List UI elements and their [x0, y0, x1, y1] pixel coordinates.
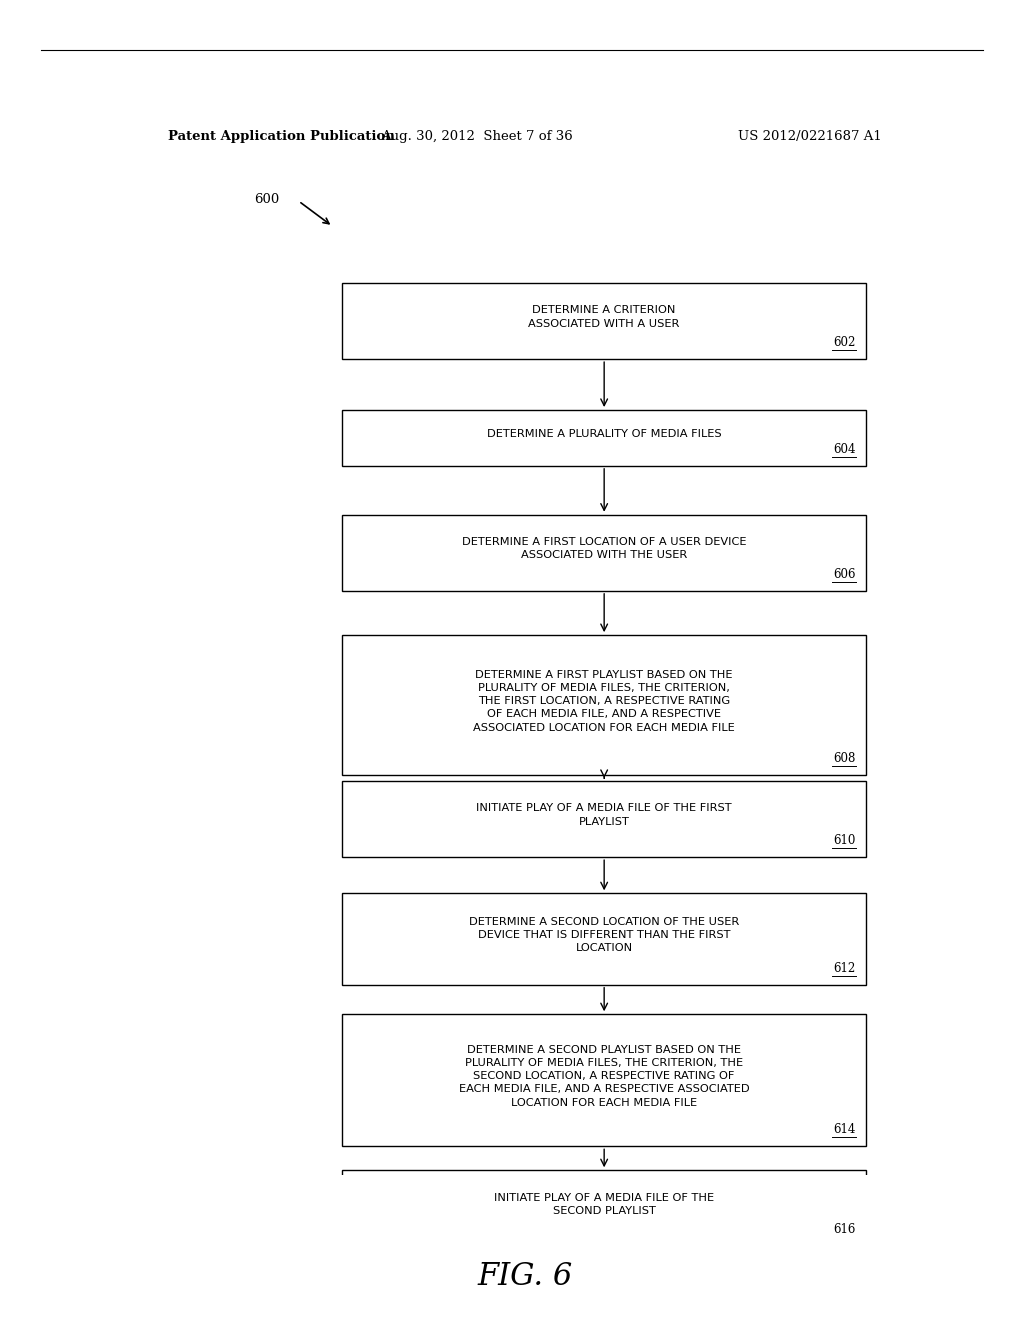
Bar [342, 781, 866, 857]
Text: INITIATE PLAY OF A MEDIA FILE OF THE FIRST
PLAYLIST: INITIATE PLAY OF A MEDIA FILE OF THE FIR… [476, 804, 732, 826]
Text: DETERMINE A PLURALITY OF MEDIA FILES: DETERMINE A PLURALITY OF MEDIA FILES [486, 429, 722, 438]
Text: Aug. 30, 2012  Sheet 7 of 36: Aug. 30, 2012 Sheet 7 of 36 [381, 131, 573, 143]
Text: DETERMINE A CRITERION
ASSOCIATED WITH A USER: DETERMINE A CRITERION ASSOCIATED WITH A … [528, 305, 680, 329]
Text: 608: 608 [834, 752, 856, 766]
Bar [342, 282, 866, 359]
Text: 600: 600 [254, 193, 280, 206]
Text: Patent Application Publication: Patent Application Publication [168, 131, 394, 143]
Text: 610: 610 [834, 834, 856, 847]
Text: 612: 612 [834, 961, 856, 974]
Bar [342, 1171, 866, 1246]
Text: DETERMINE A SECOND PLAYLIST BASED ON THE
PLURALITY OF MEDIA FILES, THE CRITERION: DETERMINE A SECOND PLAYLIST BASED ON THE… [459, 1045, 750, 1107]
Bar [342, 411, 866, 466]
Bar [342, 515, 866, 591]
Text: 606: 606 [834, 568, 856, 581]
Text: US 2012/0221687 A1: US 2012/0221687 A1 [738, 131, 882, 143]
Text: 602: 602 [834, 337, 856, 348]
Text: DETERMINE A SECOND LOCATION OF THE USER
DEVICE THAT IS DIFFERENT THAN THE FIRST
: DETERMINE A SECOND LOCATION OF THE USER … [469, 916, 739, 953]
Text: INITIATE PLAY OF A MEDIA FILE OF THE
SECOND PLAYLIST: INITIATE PLAY OF A MEDIA FILE OF THE SEC… [495, 1193, 714, 1216]
Text: 604: 604 [834, 442, 856, 455]
Text: FIG. 6: FIG. 6 [477, 1261, 572, 1292]
Text: 614: 614 [834, 1123, 856, 1137]
Text: DETERMINE A FIRST PLAYLIST BASED ON THE
PLURALITY OF MEDIA FILES, THE CRITERION,: DETERMINE A FIRST PLAYLIST BASED ON THE … [473, 669, 735, 733]
Bar [342, 1014, 866, 1146]
Bar [342, 635, 866, 775]
Text: DETERMINE A FIRST LOCATION OF A USER DEVICE
ASSOCIATED WITH THE USER: DETERMINE A FIRST LOCATION OF A USER DEV… [462, 537, 746, 560]
Bar [342, 894, 866, 985]
Text: 616: 616 [834, 1224, 856, 1237]
